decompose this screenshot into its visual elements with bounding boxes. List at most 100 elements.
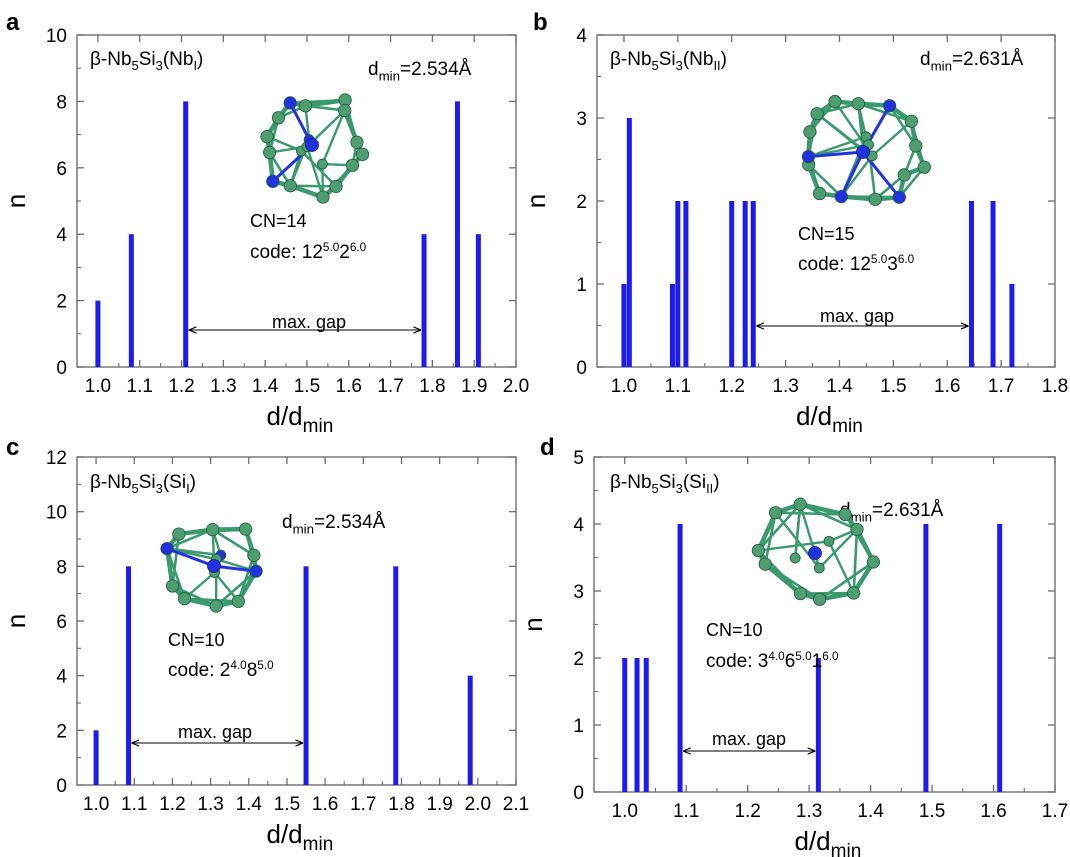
bar [677,524,683,792]
y-tick-label: 1 [576,275,587,296]
bar [683,201,689,367]
x-tick-label: 1.3 [772,376,798,397]
y-axis-label: n [1,614,31,628]
panel-letter: b [533,9,548,36]
dmin-label: dmin=2.534Å [282,512,386,536]
y-tick-label: 2 [56,721,67,742]
bar [454,101,460,368]
x-tick-label: 1.6 [336,376,362,397]
x-tick-label: 1.0 [612,801,638,822]
x-tick-label: 1.6 [312,794,338,815]
y-tick-label: 3 [576,109,587,130]
coordination-polyhedron-icon [260,93,370,204]
x-tick-label: 1.2 [718,376,744,397]
x-tick-label: 1.5 [274,794,300,815]
x-tick-label: 1.8 [1042,376,1068,397]
max-gap-label: max. gap [178,722,252,742]
bar [622,658,628,792]
y-axis-label: n [1,194,31,208]
plot-frame [593,456,1056,793]
x-tick-label: 1.7 [988,376,1014,397]
y-tick-label: 2 [573,649,584,670]
bar [1009,284,1015,367]
x-tick-label: 1.5 [294,376,320,397]
code-label: code: 24.085.0 [168,659,274,681]
x-tick-label: 1.2 [168,376,194,397]
bar [750,201,756,367]
panel-title: β-Nb5Si3(NbII) [610,49,727,73]
chart-panel-a: 1.0 1.1 1.2 1.3 1.4 1.5 1.6 1.7 1.8 1.9 2.0 0 2 4 6 8 10… [1,9,529,437]
x-tick-label: 1.0 [83,794,109,815]
x-tick-label: 1.5 [919,801,945,822]
x-tick-label: 1.2 [734,801,760,822]
dmin-label: dmin=2.631Å [920,49,1024,73]
x-tick-label: 1.7 [1042,801,1068,822]
bar [815,658,821,792]
x-tick-label: 1.7 [350,794,376,815]
x-tick-label: 1.4 [252,376,279,397]
bar [303,566,309,785]
panel-title: β-Nb5Si3(SiII) [610,472,720,496]
y-axis-label: n [518,617,548,631]
code-label: code: 125.026.0 [250,241,367,263]
panel-title: β-Nb5Si3(NbI) [90,49,203,73]
panel-letter: c [6,434,19,461]
chart-panel-c: 1.0 1.1 1.2 1.3 1.4 1.5 1.6 1.7 1.8 1.9 2.0 2.1 0 2 4 6… [1,434,529,855]
cn-label: CN=10 [168,630,225,650]
x-tick-label: 1.4 [826,376,853,397]
y-tick-label: 2 [56,292,67,313]
panel-letter: d [540,434,555,461]
x-tick-label: 1.4 [236,794,263,815]
bar [126,566,132,785]
bar [990,201,996,367]
y-tick-label: 0 [576,358,587,379]
bar [675,201,681,367]
y-tick-label: 10 [46,26,67,47]
bar [729,201,735,367]
bar [643,658,649,792]
y-tick-label: 3 [573,582,584,603]
coordination-polyhedron-icon [751,497,881,606]
panel-title: β-Nb5Si3(SiI) [90,472,196,496]
x-tick-label: 1.8 [419,376,445,397]
y-tick-label: 4 [576,26,587,47]
x-tick-label: 1.2 [159,794,185,815]
bar [634,658,640,792]
x-tick-label: 1.0 [85,376,111,397]
x-tick-label: 1.3 [210,376,236,397]
x-tick-label: 1.3 [796,801,822,822]
bar [968,201,974,367]
bar [621,284,627,367]
bar [997,524,1003,792]
x-tick-label: 1.9 [426,794,452,815]
coordination-polyhedron-icon [801,94,931,206]
y-tick-label: 5 [573,448,584,469]
x-tick-label: 1.6 [934,376,960,397]
x-axis-label: d/dmin [795,826,862,857]
y-tick-label: 4 [56,667,67,688]
x-tick-label: 2.0 [465,794,491,815]
x-tick-label: 1.6 [980,801,1006,822]
x-tick-label: 1.1 [127,376,153,397]
bar [93,730,99,785]
dmin-label: dmin=2.631Å [840,500,944,524]
x-tick-label: 1.8 [388,794,414,815]
x-tick-label: 2.1 [503,794,529,815]
bar [393,566,399,785]
cn-label: CN=10 [706,620,763,640]
y-tick-label: 8 [56,92,67,113]
x-tick-label: 1.5 [880,376,906,397]
bar [421,234,427,367]
y-tick-label: 4 [573,515,584,536]
bar [626,118,632,367]
panel-letter: a [6,9,20,36]
y-tick-label: 0 [573,783,584,804]
bar [467,675,473,785]
bar [475,234,481,367]
x-axis-label: d/dmin [267,401,334,437]
max-gap-label: max. gap [712,729,786,749]
bar [183,101,189,368]
x-axis-label: d/dmin [796,401,863,437]
cn-label: CN=14 [250,211,307,231]
y-tick-label: 0 [56,776,67,797]
